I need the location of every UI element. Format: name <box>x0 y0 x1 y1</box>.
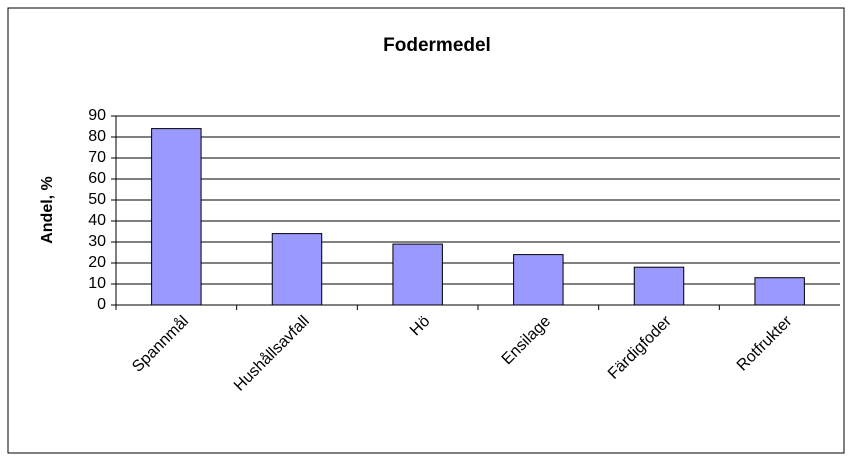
chart-border <box>7 7 845 454</box>
y-tick-label: 60 <box>88 170 106 187</box>
y-tick-label: 30 <box>88 233 106 250</box>
y-axis-label: Andel, % <box>39 176 56 244</box>
y-tick-label: 50 <box>88 191 106 208</box>
y-tick-label: 10 <box>88 275 106 292</box>
y-tick-label: 90 <box>88 107 106 124</box>
chart-title: Fodermedel <box>383 35 491 56</box>
bar <box>271 233 323 306</box>
y-tick-label: 0 <box>97 296 106 313</box>
bar <box>754 277 805 306</box>
y-tick-label: 20 <box>88 254 106 271</box>
bar <box>392 243 443 306</box>
y-tick-label: 80 <box>88 128 106 145</box>
bar <box>151 128 202 306</box>
bar <box>513 254 564 306</box>
y-tick-label: 40 <box>88 212 106 229</box>
y-tick-label: 70 <box>88 149 106 166</box>
bar <box>633 266 685 306</box>
